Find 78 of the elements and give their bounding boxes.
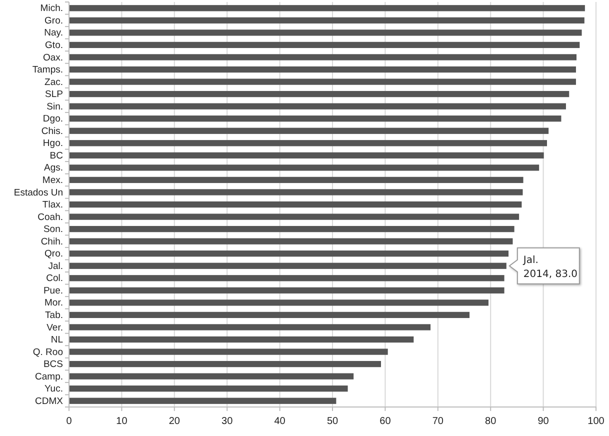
bar bbox=[69, 103, 566, 110]
y-tick-label: Dgo. bbox=[42, 114, 63, 125]
bar bbox=[69, 152, 544, 158]
bar bbox=[69, 17, 584, 24]
y-tick-label: Chih. bbox=[40, 236, 63, 248]
bar bbox=[69, 398, 336, 404]
bar bbox=[69, 78, 576, 85]
x-tick-label: 100 bbox=[588, 416, 605, 428]
y-tick-label: Jal. bbox=[48, 260, 63, 272]
y-tick-label: Zac. bbox=[44, 76, 63, 88]
bar bbox=[69, 5, 585, 12]
bar bbox=[69, 386, 348, 392]
x-tick-label: 20 bbox=[168, 416, 180, 428]
bar bbox=[69, 140, 547, 146]
bar bbox=[69, 275, 504, 282]
y-tick-label: NL bbox=[50, 334, 63, 346]
bar bbox=[69, 164, 540, 171]
y-tick-label: Coah. bbox=[38, 212, 63, 223]
y-tick-label: Chis. bbox=[41, 126, 63, 137]
bar bbox=[69, 66, 576, 73]
bar bbox=[69, 312, 470, 318]
bar bbox=[69, 250, 509, 257]
bar bbox=[69, 262, 506, 269]
x-tick-label: 30 bbox=[222, 416, 234, 428]
y-tick-label: Mor. bbox=[44, 298, 63, 309]
bar bbox=[69, 176, 524, 184]
bar bbox=[69, 226, 514, 232]
bar bbox=[69, 42, 580, 48]
bar bbox=[69, 300, 488, 306]
bar bbox=[69, 128, 549, 134]
bar bbox=[69, 360, 381, 368]
y-tick-label: Hgo. bbox=[42, 138, 63, 150]
y-tick-label: Estados Un bbox=[14, 187, 63, 198]
bar bbox=[69, 116, 562, 122]
y-tick-label: Camp. bbox=[35, 371, 63, 382]
bar bbox=[69, 90, 570, 98]
y-tick-label: Gro. bbox=[44, 15, 63, 26]
y-tick-label: Son. bbox=[43, 224, 63, 236]
x-tick-label: 0 bbox=[66, 416, 72, 428]
x-tick-label: 70 bbox=[432, 416, 444, 428]
y-tick-label: Mich. bbox=[40, 3, 63, 14]
bar bbox=[69, 238, 513, 244]
y-tick-label: Pue. bbox=[43, 285, 63, 296]
y-tick-label: Mex. bbox=[42, 174, 63, 186]
bar bbox=[69, 54, 576, 60]
y-tick-label: CDMX bbox=[35, 396, 64, 407]
bar bbox=[69, 201, 522, 208]
y-tick-label: Q. Roo bbox=[32, 346, 63, 358]
y-tick-label: BC bbox=[50, 150, 64, 162]
y-tick-label: Qro. bbox=[44, 248, 63, 260]
x-tick-label: 90 bbox=[538, 416, 550, 428]
y-tick-label: Oax. bbox=[42, 52, 63, 64]
bar bbox=[69, 287, 504, 294]
y-tick-label: Tamps. bbox=[32, 64, 63, 76]
bar bbox=[69, 214, 520, 220]
annotation: Jal. 2014, 83.0 bbox=[522, 254, 578, 280]
y-tick-label: Ver. bbox=[46, 322, 63, 334]
y-tick-label: Ags. bbox=[44, 162, 63, 174]
x-tick-label: 60 bbox=[380, 416, 392, 428]
y-tick-label: SLP bbox=[45, 89, 63, 100]
y-tick-label: Nay. bbox=[44, 28, 63, 39]
y-tick-label: Gto. bbox=[45, 40, 63, 51]
y-tick-label: Tlax. bbox=[42, 200, 63, 211]
y-tick-label: Col. bbox=[46, 273, 63, 284]
y-tick-label: Tab. bbox=[45, 310, 63, 321]
x-tick-label: 80 bbox=[485, 416, 497, 428]
x-tick-label: 40 bbox=[274, 416, 286, 428]
x-tick-label: 10 bbox=[116, 416, 128, 428]
y-tick-label: BCS bbox=[43, 359, 63, 370]
bar bbox=[69, 336, 414, 343]
bar bbox=[69, 30, 582, 36]
bar bbox=[69, 324, 431, 330]
bar bbox=[69, 348, 388, 355]
bar bbox=[69, 189, 523, 196]
y-tick-label: Sin. bbox=[46, 101, 63, 112]
x-tick-label: 50 bbox=[326, 416, 338, 428]
y-tick-label: Yuc. bbox=[44, 384, 63, 395]
bar bbox=[69, 373, 354, 380]
